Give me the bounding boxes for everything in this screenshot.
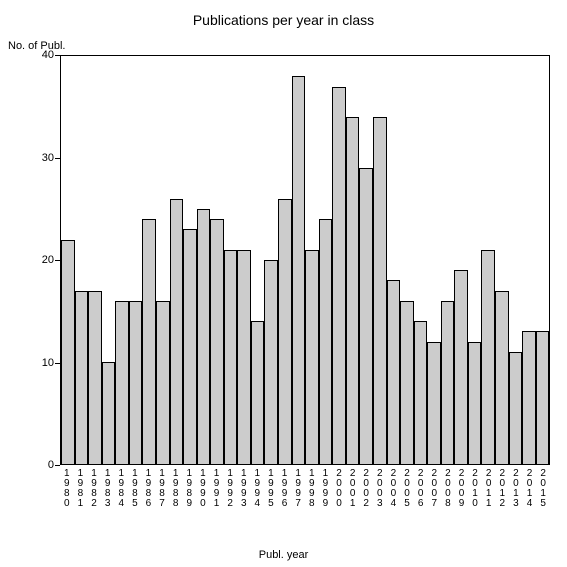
x-tick-label: 1987 <box>155 465 169 509</box>
bar <box>536 331 550 464</box>
bar <box>400 301 414 464</box>
x-tick-label: 2011 <box>482 465 496 509</box>
x-tick-label: 2006 <box>414 465 428 509</box>
bar <box>129 301 143 464</box>
bar <box>251 321 265 464</box>
bar <box>142 219 156 464</box>
x-tick-label: 2003 <box>373 465 387 509</box>
x-tick-label: 2015 <box>536 465 550 509</box>
bar <box>75 291 89 464</box>
bar <box>115 301 129 464</box>
bar <box>210 219 224 464</box>
x-tick-label: 2014 <box>523 465 537 509</box>
x-tick-label: 2008 <box>441 465 455 509</box>
y-tick-label: 0 <box>48 459 54 471</box>
bar <box>414 321 428 464</box>
y-axis-label: No. of Publ. <box>8 40 65 52</box>
bar <box>522 331 536 464</box>
bar <box>292 76 306 464</box>
x-tick-label: 1994 <box>251 465 265 509</box>
x-tick-label: 1989 <box>182 465 196 509</box>
bar <box>183 229 197 464</box>
y-tick-label: 20 <box>42 254 54 266</box>
x-tick-label: 1999 <box>319 465 333 509</box>
x-tick-label: 1986 <box>142 465 156 509</box>
x-tick-label: 1992 <box>223 465 237 509</box>
x-ticks: 1980198119821983198419851986198719881989… <box>60 465 550 509</box>
x-tick-label: 2012 <box>496 465 510 509</box>
x-tick-label: 1982 <box>87 465 101 509</box>
y-tick-label: 40 <box>42 49 54 61</box>
bar <box>359 168 373 464</box>
chart-container: Publications per year in class No. of Pu… <box>0 0 567 567</box>
bar <box>224 250 238 464</box>
bar <box>170 199 184 464</box>
bar <box>264 260 278 464</box>
bars-wrap <box>61 56 549 464</box>
bar <box>156 301 170 464</box>
x-tick-label: 1988 <box>169 465 183 509</box>
x-tick-label: 2010 <box>468 465 482 509</box>
bar <box>197 209 211 464</box>
x-tick-label: 1993 <box>237 465 251 509</box>
bar <box>332 87 346 464</box>
x-tick-label: 1990 <box>196 465 210 509</box>
bar <box>481 250 495 464</box>
bar <box>495 291 509 464</box>
chart-title: Publications per year in class <box>0 12 567 28</box>
bar <box>102 362 116 464</box>
y-tick-label: 10 <box>42 357 54 369</box>
plot-area <box>60 55 550 465</box>
bar <box>305 250 319 464</box>
x-tick-label: 1980 <box>60 465 74 509</box>
x-tick-label: 1991 <box>210 465 224 509</box>
x-tick-label: 2013 <box>509 465 523 509</box>
bar <box>61 240 75 464</box>
x-tick-label: 2009 <box>455 465 469 509</box>
bar <box>509 352 523 464</box>
bar <box>441 301 455 464</box>
bar <box>427 342 441 464</box>
x-tick-label: 1996 <box>278 465 292 509</box>
bar <box>237 250 251 464</box>
x-tick-label: 2002 <box>359 465 373 509</box>
bar <box>454 270 468 464</box>
x-tick-label: 2005 <box>400 465 414 509</box>
x-tick-label: 1983 <box>101 465 115 509</box>
bar <box>387 280 401 464</box>
x-tick-label: 1995 <box>264 465 278 509</box>
bar <box>278 199 292 464</box>
bar <box>468 342 482 464</box>
bar <box>88 291 102 464</box>
x-tick-label: 2004 <box>387 465 401 509</box>
y-ticks: 010203040 <box>0 55 60 465</box>
x-tick-label: 1998 <box>305 465 319 509</box>
x-tick-label: 1984 <box>114 465 128 509</box>
x-tick-label: 2001 <box>346 465 360 509</box>
bar <box>373 117 387 464</box>
bar <box>346 117 360 464</box>
x-tick-label: 2000 <box>332 465 346 509</box>
x-tick-label: 1985 <box>128 465 142 509</box>
x-tick-label: 2007 <box>427 465 441 509</box>
bar <box>319 219 333 464</box>
y-tick-label: 30 <box>42 152 54 164</box>
x-axis-label: Publ. year <box>0 549 567 561</box>
x-tick-label: 1981 <box>74 465 88 509</box>
x-tick-label: 1997 <box>291 465 305 509</box>
